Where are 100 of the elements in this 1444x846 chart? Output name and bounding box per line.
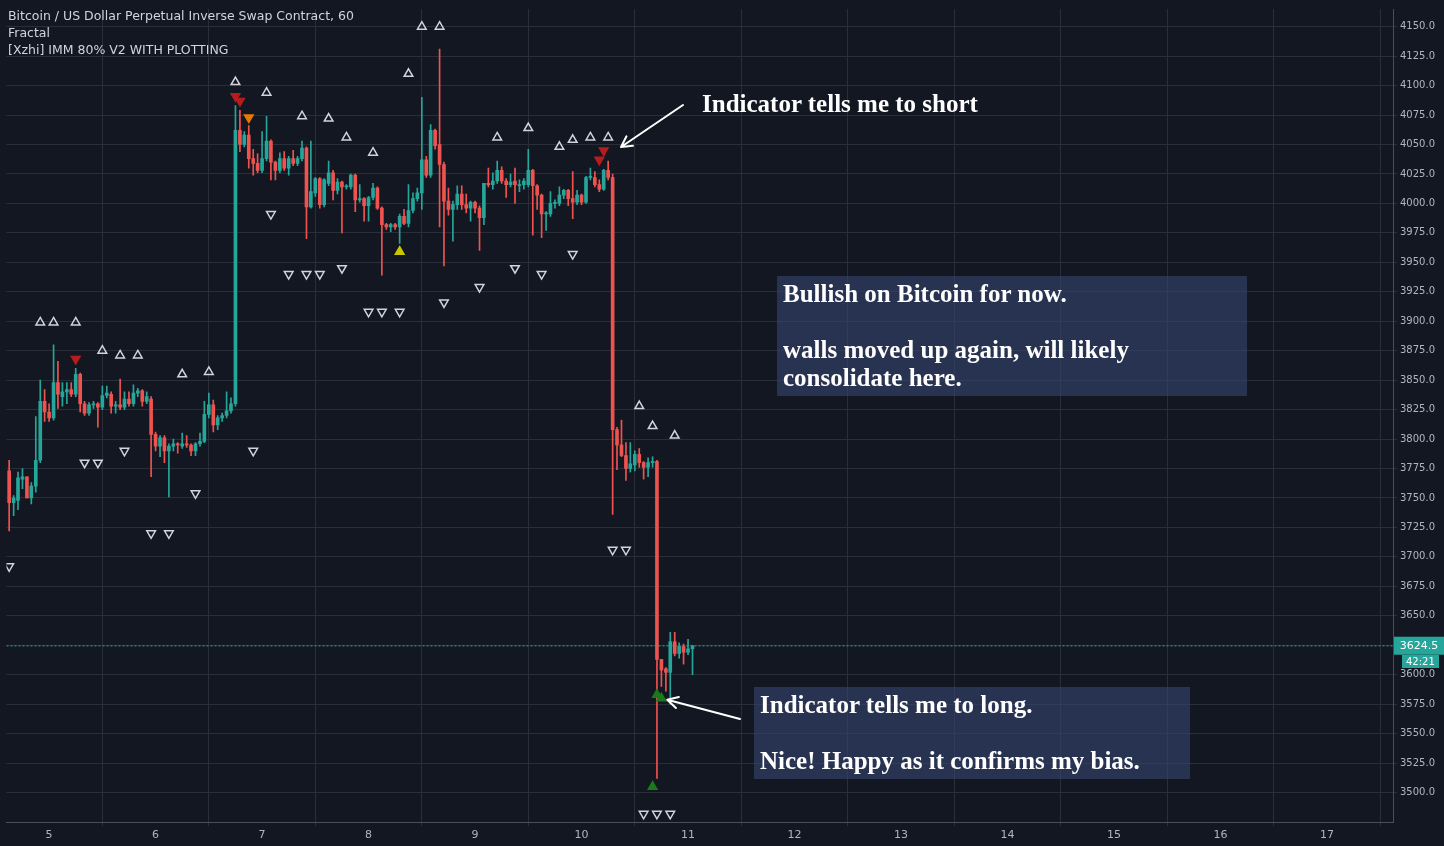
point: [394, 245, 405, 255]
point: [647, 420, 658, 430]
point: [230, 76, 241, 86]
point: [79, 459, 90, 469]
annotation: Nice! Happy as it confirms my bias.: [760, 747, 1141, 775]
candlestick: [357, 184, 362, 203]
point: [48, 316, 59, 326]
point: [283, 270, 294, 280]
candlestick: [530, 168, 535, 236]
point: [314, 270, 325, 280]
point: [438, 299, 450, 309]
y-tick-label: 3800.0: [1400, 432, 1435, 444]
y-tick-label: 3700.0: [1400, 550, 1435, 562]
point: [585, 131, 596, 141]
point: [301, 270, 312, 280]
y-tick-label: 3725.0: [1400, 521, 1435, 533]
point: [70, 355, 81, 365]
annotation: Fractal: [8, 25, 50, 40]
x-tick-label: 15: [1107, 828, 1121, 842]
point: [376, 308, 387, 318]
point: [230, 92, 241, 102]
y-tick-label: 3525.0: [1400, 756, 1435, 768]
point: [620, 546, 632, 556]
x-tick-label: 6: [152, 828, 160, 842]
ref-line-label: 3624.5: [1399, 638, 1439, 652]
candlestick: [628, 442, 633, 473]
point: [567, 134, 578, 144]
point: [567, 250, 578, 260]
point: [474, 283, 485, 293]
point: [35, 316, 46, 326]
x-tick-label: 10: [574, 828, 589, 842]
point: [265, 210, 276, 220]
x-tick-label: 13: [894, 828, 909, 842]
y-tick-label: 3975.0: [1400, 226, 1435, 238]
candlestick: [380, 206, 384, 276]
candlestick: [167, 443, 171, 498]
y-tick-label: 3575.0: [1400, 697, 1435, 709]
y-tick-label: 3675.0: [1400, 579, 1435, 591]
y-tick-label: 3600.0: [1400, 668, 1435, 680]
point: [296, 110, 308, 120]
point: [394, 308, 405, 318]
point: [146, 530, 157, 540]
x-tick-label: 11: [681, 828, 696, 842]
point: [523, 122, 534, 132]
annotation: [Xzhi] IMM 80% V2 WITH PLOTTING: [8, 42, 229, 57]
y-tick-label: 3850.0: [1400, 373, 1435, 385]
y-tick-label: 3950.0: [1400, 255, 1435, 267]
y-tick-label: 3550.0: [1400, 727, 1435, 739]
y-tick-label: 4025.0: [1400, 167, 1435, 179]
point: [651, 810, 663, 820]
point: [70, 316, 81, 326]
x-tick-label: 8: [365, 828, 373, 842]
candlestick: [118, 378, 122, 410]
x-tick-label: 16: [1213, 828, 1228, 842]
y-tick-label: 4050.0: [1400, 138, 1435, 150]
point: [323, 112, 334, 122]
point: [509, 264, 521, 274]
x-tick-label: 12: [787, 828, 802, 842]
candlestick: [96, 402, 100, 428]
y-tick-label: 4075.0: [1400, 108, 1435, 120]
point: [603, 131, 614, 141]
point: [416, 20, 427, 30]
point: [434, 20, 445, 30]
point: [261, 86, 272, 96]
annotation: Indicator tells me to short: [702, 90, 979, 118]
y-tick-label: 3875.0: [1400, 344, 1435, 356]
annotation: Bullish on Bitcoin for now.: [783, 280, 1068, 308]
point: [336, 264, 348, 274]
point: [638, 810, 649, 820]
annotation: Indicator tells me to long.: [760, 691, 1034, 719]
candlestick: [180, 432, 185, 449]
y-tick-label: 4000.0: [1400, 197, 1435, 209]
candlestick: [513, 167, 517, 204]
x-tick-label: 7: [258, 828, 266, 842]
candlestick: [340, 180, 344, 234]
point: [341, 131, 352, 141]
candlestick: [65, 382, 69, 405]
x-tick-label: 9: [471, 828, 479, 842]
point: [119, 447, 130, 457]
point: [554, 141, 565, 151]
point: [92, 459, 103, 469]
y-tick-label: 3775.0: [1400, 462, 1435, 474]
point: [669, 429, 680, 439]
candlestick: [570, 171, 575, 220]
point: [634, 400, 645, 410]
point: [132, 349, 143, 359]
point: [203, 366, 214, 376]
y-tick-label: 4150.0: [1400, 20, 1435, 32]
point: [363, 308, 374, 318]
point: [403, 68, 414, 78]
point: [594, 156, 605, 166]
x-tick-label: 5: [45, 828, 53, 842]
point: [115, 349, 126, 359]
point: [536, 270, 547, 280]
x-tick-label: 17: [1319, 828, 1334, 842]
chart-title: Bitcoin / US Dollar Perpetual Inverse Swap Contract, 60: [8, 8, 354, 23]
y-tick-label: 3750.0: [1400, 491, 1435, 503]
candlestick: [175, 442, 180, 454]
y-tick-label: 3825.0: [1400, 403, 1435, 415]
x-tick-label: 14: [1000, 828, 1015, 842]
